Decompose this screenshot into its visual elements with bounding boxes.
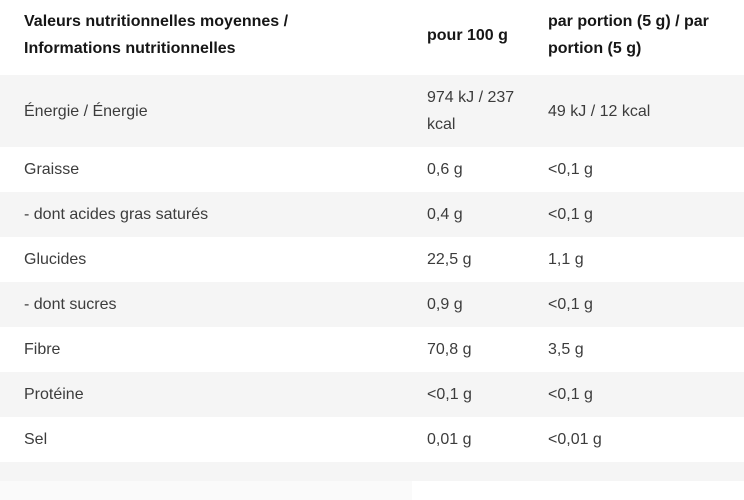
per-100g-cell: 22,5 g xyxy=(427,251,472,268)
per-portion-cell: 3,5 g xyxy=(548,341,584,358)
table-row: - dont acides gras saturés 0,4 g <0,1 g xyxy=(0,192,744,237)
nutrient-name-cell: - dont acides gras saturés xyxy=(24,206,209,223)
table-row: - dont sucres 0,9 g <0,1 g xyxy=(0,282,744,327)
per-portion-cell: <0,1 g xyxy=(548,296,593,313)
column-header-per-portion-label: par portion (5 g) / par portion (5 g) xyxy=(548,13,709,57)
nutrient-name-cell: Fibre xyxy=(24,341,61,358)
nutrition-table: Valeurs nutritionnelles moyennes / Infor… xyxy=(0,0,744,462)
per-100g-cell: 0,6 g xyxy=(427,161,463,178)
next-row-partial xyxy=(0,462,744,481)
below-table-left-shade xyxy=(0,481,412,500)
header-row: Valeurs nutritionnelles moyennes / Infor… xyxy=(0,0,744,75)
per-100g-cell: 974 kJ / 237 kcal xyxy=(427,89,515,133)
table-row: Sel 0,01 g <0,01 g xyxy=(0,417,744,462)
per-portion-cell: 49 kJ / 12 kcal xyxy=(548,102,651,120)
nutrient-name-cell: Protéine xyxy=(24,386,84,403)
per-portion-cell: <0,1 g xyxy=(548,206,593,223)
per-100g-cell: 0,4 g xyxy=(427,206,463,223)
column-header-per-100g: pour 100 g xyxy=(427,0,548,75)
nutrient-name-cell: - dont sucres xyxy=(24,296,117,313)
column-header-nutrient-label: Valeurs nutritionnelles moyennes / Infor… xyxy=(24,13,289,57)
below-table-area xyxy=(0,481,744,500)
nutrient-name-cell: Glucides xyxy=(24,251,87,268)
column-header-per-portion: par portion (5 g) / par portion (5 g) xyxy=(548,0,744,75)
table-body: Énergie / Énergie 974 kJ / 237 kcal 49 k… xyxy=(0,75,744,462)
table-row: Glucides 22,5 g 1,1 g xyxy=(0,237,744,282)
column-header-per-100g-label: pour 100 g xyxy=(427,26,508,44)
column-header-nutrient: Valeurs nutritionnelles moyennes / Infor… xyxy=(0,0,427,75)
nutrient-name-cell: Énergie / Énergie xyxy=(24,102,148,120)
per-100g-cell: <0,1 g xyxy=(427,386,472,403)
per-100g-cell: 70,8 g xyxy=(427,341,472,358)
table-row: Fibre 70,8 g 3,5 g xyxy=(0,327,744,372)
per-portion-cell: 1,1 g xyxy=(548,251,584,268)
per-100g-cell: 0,9 g xyxy=(427,296,463,313)
per-portion-cell: <0,1 g xyxy=(548,386,593,403)
table-row: Graisse 0,6 g <0,1 g xyxy=(0,147,744,192)
per-100g-cell: 0,01 g xyxy=(427,431,472,448)
table-row: Protéine <0,1 g <0,1 g xyxy=(0,372,744,417)
per-portion-cell: <0,01 g xyxy=(548,431,602,448)
nutrient-name-cell: Sel xyxy=(24,431,48,448)
table-row: Énergie / Énergie 974 kJ / 237 kcal 49 k… xyxy=(0,75,744,147)
per-portion-cell: <0,1 g xyxy=(548,161,593,178)
nutrient-name-cell: Graisse xyxy=(24,161,80,178)
